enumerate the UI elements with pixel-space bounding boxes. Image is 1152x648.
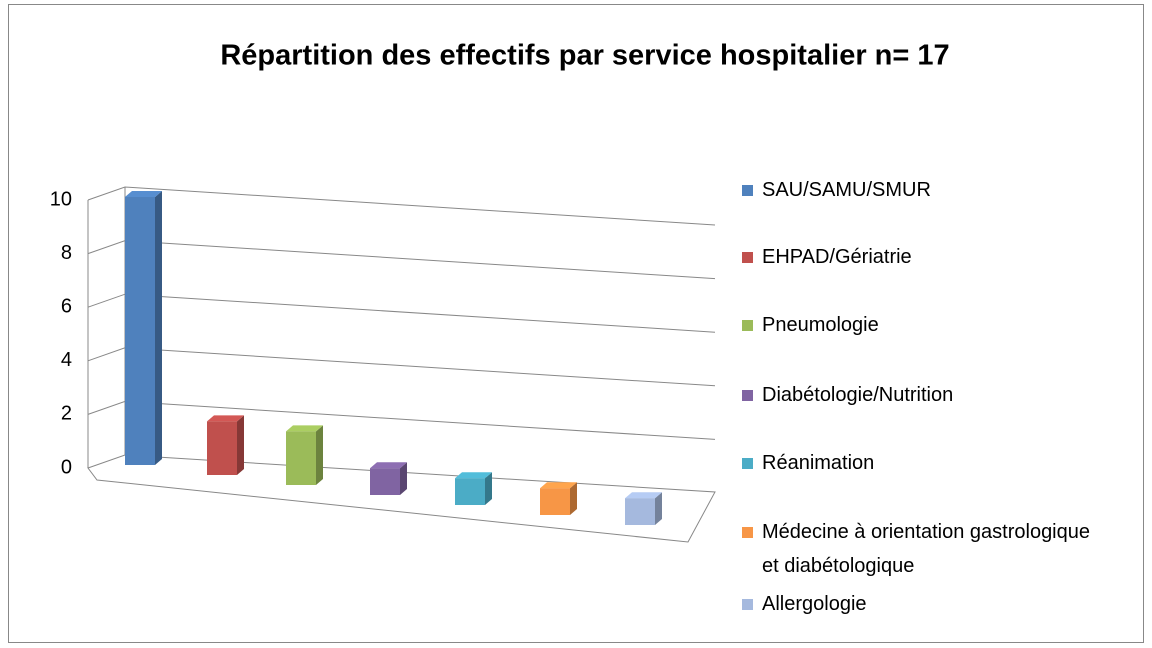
legend-swatch — [742, 599, 753, 610]
bar-side — [655, 492, 662, 525]
legend-swatch — [742, 185, 753, 196]
bar-top — [540, 482, 577, 489]
legend-label: Diabétologie/Nutrition — [762, 384, 954, 406]
y-tick-label: 4 — [61, 349, 72, 371]
grid-line — [87, 186, 716, 226]
legend-swatch — [742, 252, 753, 263]
legend-label: Allergologie — [762, 593, 867, 615]
bar — [455, 478, 485, 505]
legend-label: EHPAD/Gériatrie — [762, 246, 912, 268]
bar — [207, 421, 237, 475]
bar-side — [485, 472, 492, 505]
bar-top — [455, 472, 492, 479]
legend-swatch — [742, 458, 753, 469]
bar-top — [625, 492, 662, 499]
chart-title: Répartition des effectifs par service ho… — [220, 40, 949, 72]
legend-swatch — [742, 527, 753, 538]
bar-top — [286, 425, 323, 432]
bar-side — [570, 482, 577, 515]
bar — [625, 498, 655, 525]
bar-side — [316, 425, 323, 485]
bar — [125, 197, 155, 465]
bar-side — [237, 415, 244, 475]
bar — [370, 468, 400, 495]
y-tick-label: 10 — [50, 188, 72, 210]
bar-top — [125, 191, 162, 197]
legend-label: SAU/SAMU/SMUR — [762, 179, 931, 201]
y-tick-label: 8 — [61, 242, 72, 264]
bar-top — [370, 462, 407, 469]
bar-top — [207, 415, 244, 422]
bar-side — [155, 191, 162, 465]
bar-side — [400, 462, 407, 495]
floor — [87, 454, 716, 543]
bar — [286, 431, 316, 485]
legend-swatch — [742, 390, 753, 401]
y-tick-label: 2 — [61, 403, 72, 425]
y-tick-label: 6 — [61, 295, 72, 317]
legend-label: Médecine à orientation gastrologique et … — [762, 521, 1090, 577]
legend-label: Pneumologie — [762, 314, 879, 336]
bar — [540, 488, 570, 515]
legend-swatch — [742, 320, 753, 331]
y-tick-label: 0 — [61, 456, 72, 478]
legend-label: Réanimation — [762, 452, 875, 474]
